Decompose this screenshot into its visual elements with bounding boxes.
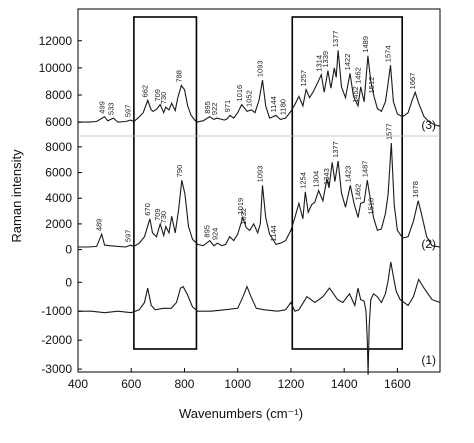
peak-label: 730	[159, 92, 168, 105]
spectrum-line-2	[78, 261, 441, 375]
y-tick-label: 0	[65, 275, 72, 289]
y-tick-label: 8000	[45, 140, 72, 154]
peak-label: 1667	[408, 73, 417, 90]
peak-label: 1052	[245, 90, 254, 107]
peak-label: 1144	[269, 96, 278, 112]
peak-label: 788	[174, 70, 183, 83]
x-tick-label: 1600	[384, 377, 411, 391]
peak-label: 1254	[298, 172, 307, 189]
peak-label: 1304	[312, 171, 321, 188]
trace-label: (3)	[421, 118, 436, 132]
y-tick-label: 6000	[45, 166, 72, 180]
peak-label: 1339	[321, 51, 330, 68]
peak-label: 1510	[366, 198, 375, 215]
peak-label: 597	[123, 105, 132, 118]
y-tick-label: -3000	[41, 362, 72, 376]
spectrum-line-0	[78, 50, 441, 127]
peak-label: 1093	[255, 166, 264, 183]
peak-label: 597	[123, 230, 132, 243]
x-tick-label: 1200	[278, 377, 305, 391]
highlight-box	[133, 16, 198, 350]
peak-label: 1574	[383, 45, 392, 62]
peak-label: 1093	[255, 60, 264, 77]
spectrum-traces	[78, 50, 441, 375]
peak-label: 1452	[351, 86, 360, 103]
peak-label: 1487	[360, 161, 369, 178]
peak-label: 709	[153, 89, 162, 102]
x-tick-label: 1000	[224, 377, 251, 391]
peak-label: 971	[223, 100, 232, 113]
peak-label: 1377	[331, 141, 340, 158]
y-tick-label: 10000	[39, 61, 73, 75]
peak-label: 1489	[361, 36, 370, 53]
y-tick-label: -2000	[41, 333, 72, 347]
y-tick-label: -1000	[41, 304, 72, 318]
y-tick-label: 6000	[45, 115, 72, 129]
peak-label: 1032	[239, 208, 248, 225]
highlight-box	[291, 16, 404, 350]
trace-label: (1)	[421, 353, 436, 367]
peak-label: 1422	[343, 54, 352, 71]
y-tick-label: 4000	[45, 191, 72, 205]
peak-label: 924	[210, 228, 219, 241]
x-tick-label: 1400	[331, 377, 358, 391]
y-tick-label: 0	[65, 243, 72, 257]
peak-label: 1180	[279, 99, 288, 115]
peak-label: 1423	[343, 166, 352, 183]
peak-label: 1577	[384, 123, 393, 140]
peak-label: 709	[153, 208, 162, 221]
peak-label: 662	[141, 85, 150, 98]
x-tick-label: 400	[68, 377, 88, 391]
peak-label: 730	[159, 211, 168, 224]
plot-frame	[77, 8, 441, 373]
y-tick-label: 2000	[45, 217, 72, 231]
x-tick-label: 800	[174, 377, 194, 391]
peak-label: 1462	[354, 184, 363, 201]
peak-label: 1512	[367, 77, 376, 94]
peak-label: 489	[95, 219, 104, 232]
peak-label: 1678	[411, 181, 420, 198]
peak-label: 922	[210, 103, 219, 116]
peak-label: 1144	[269, 225, 278, 241]
peak-label: 1462	[354, 67, 363, 84]
peak-label: 1016	[235, 85, 244, 102]
peak-label: 1314	[314, 55, 323, 72]
peak-label: 895	[203, 101, 212, 114]
peak-label: 1019	[236, 198, 245, 215]
peak-label: 533	[106, 103, 115, 116]
y-tick-label: 8000	[45, 88, 72, 102]
peak-label: 1343	[322, 168, 331, 185]
y-tick-label: 12000	[39, 34, 73, 48]
highlight-boxes	[133, 16, 404, 350]
x-tick-label: 600	[121, 377, 141, 391]
peak-label: 1257	[299, 70, 308, 87]
peak-label: 790	[175, 165, 184, 178]
peak-label: 1377	[331, 31, 340, 48]
axes: 400 600 800 1000 1200 1400 1600 6000 8000 10000 12…	[39, 8, 441, 391]
y-axis-title: Raman intensity	[9, 149, 24, 243]
peak-label: 895	[203, 225, 212, 238]
peak-label: 670	[143, 203, 152, 216]
spectrum-line-1	[78, 142, 441, 248]
trace-label: (2)	[421, 237, 436, 251]
x-axis-title: Wavenumbers (cm⁻¹)	[179, 406, 303, 421]
peak-label: 499	[97, 101, 106, 114]
